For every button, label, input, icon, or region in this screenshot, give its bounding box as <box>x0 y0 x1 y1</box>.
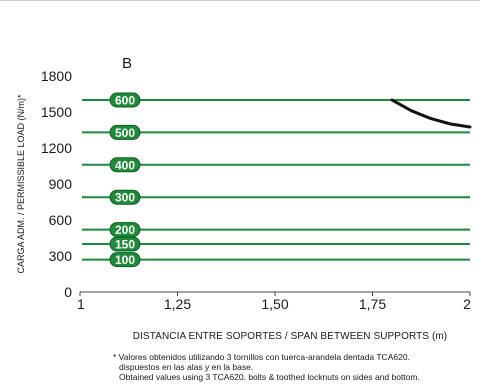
limit-curve-group <box>390 98 472 129</box>
y-axis-label-text: CARGA ADM. / PERMISSIBLE LOAD (N/m)* <box>16 94 26 274</box>
load-level-label: 500 <box>115 126 135 140</box>
footnote-line-2: dispuestos en las alas y en la base. <box>119 362 254 372</box>
y-tick-label: 0 <box>64 284 72 300</box>
load-level-badge <box>109 222 141 238</box>
load-level-label: 400 <box>115 158 135 172</box>
chart: CARGA ADM. / PERMISSIBLE LOAD (N/m)* B 1… <box>16 55 472 312</box>
footnote: * Valores obtenidos utilizando 3 tornill… <box>113 352 420 382</box>
limit-curve <box>390 98 472 129</box>
load-level-label: 150 <box>115 238 135 252</box>
y-tick-label: 1800 <box>41 68 72 84</box>
tick-labels: 1 1,25 1,50 1,75 2 0 300 600 900 1200 1500 1800 <box>41 68 471 312</box>
x-tick-label: 1 <box>77 296 85 312</box>
top-border <box>0 0 480 1</box>
load-level-badge <box>109 92 141 108</box>
y-tick-label: 900 <box>49 176 73 192</box>
y-tick-label: 1500 <box>41 104 72 120</box>
footnote-line-3: Obtained values using 3 TCA620. bolts & … <box>119 372 420 382</box>
x-axis-label: DISTANCIA ENTRE SOPORTES / SPAN BETWEEN … <box>132 331 448 342</box>
footnote-line-1: * Valores obtenidos utilizando 3 tornill… <box>113 352 410 362</box>
load-level-badge <box>109 252 141 268</box>
y-tick-label: 300 <box>49 248 73 264</box>
y-axis-label: CARGA ADM. / PERMISSIBLE LOAD (N/m)* <box>16 94 26 274</box>
load-level-badge <box>109 157 141 173</box>
x-tick-label: 2 <box>463 296 471 312</box>
load-level-label: 300 <box>115 191 135 205</box>
load-level-label: 200 <box>115 223 135 237</box>
x-tick-label: 1,50 <box>261 296 288 312</box>
load-level-badge <box>109 124 141 140</box>
x-tick-label: 1,25 <box>164 296 191 312</box>
load-level-label: 100 <box>115 253 135 267</box>
load-level-label: 600 <box>115 94 135 108</box>
y-tick-label: 1200 <box>41 140 72 156</box>
panel-label: B <box>122 55 132 72</box>
x-tick-label: 1,75 <box>359 296 386 312</box>
load-level-badge <box>109 189 141 205</box>
y-tick-label: 600 <box>49 212 73 228</box>
